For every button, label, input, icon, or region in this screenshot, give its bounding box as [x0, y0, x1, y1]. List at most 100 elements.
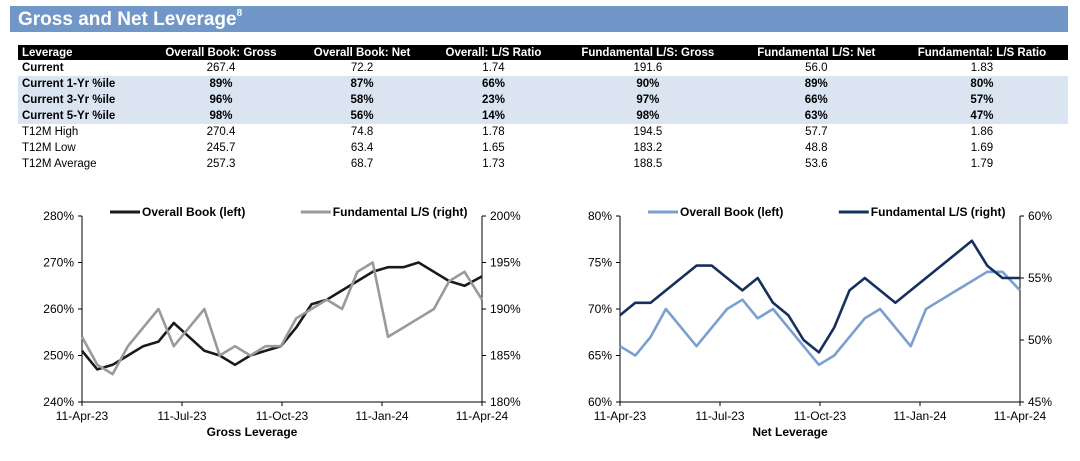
table-cell: 97%: [558, 92, 737, 108]
table-cell: 191.6: [633, 62, 663, 74]
x-tick-label: 11-Jan-24: [893, 409, 946, 423]
table-cell: 63%: [736, 108, 896, 124]
series-line-1: [619, 239, 1020, 354]
table-cell: 245.7: [206, 142, 236, 154]
table-cell: 1.74: [482, 62, 505, 74]
table-cell: 74.8: [350, 126, 374, 138]
table-row: T12M High 270.4 74.8 1.78 194.5 57.7 1.86: [18, 124, 1068, 140]
table-row: Current 1-Yr %ile 89% 87% 66% 90% 89% 80%: [18, 76, 1068, 92]
table-body: Current 267.4 72.2 1.74 191.6 56.0 1.83 Current…: [18, 60, 1068, 172]
right-tick-label: 180%: [490, 395, 521, 409]
right-tick-label: 55%: [1028, 271, 1052, 285]
table-cell: 48.8: [805, 142, 828, 154]
series-line-1: [80, 261, 484, 376]
table-row: Current 5-Yr %ile 98% 56% 14% 98% 63% 47%: [18, 108, 1068, 124]
table-row: Current 3-Yr %ile 96% 58% 23% 97% 66% 57%: [18, 92, 1068, 108]
table-header-cell: Overall Book: Net: [296, 45, 428, 60]
table-cell: 66%: [736, 92, 896, 108]
table-cell: 1.78: [482, 126, 505, 138]
x-tick-label: 11-Apr-24: [994, 409, 1047, 423]
table-cell: 14%: [427, 108, 559, 124]
table-cell: 72.2: [350, 62, 374, 74]
left-tick-label: 65%: [588, 349, 612, 363]
legend-label: Fundamental L/S (right): [871, 205, 1006, 219]
table-header-cell: Overall Book: Gross: [145, 45, 297, 60]
x-tick-label: 11-Jul-23: [695, 409, 744, 423]
right-tick-label: 195%: [490, 256, 521, 270]
x-tick-label: 11-Oct-23: [794, 409, 847, 423]
table-cell: 194.5: [633, 126, 663, 138]
legend-label: Overall Book (left): [142, 205, 245, 219]
table-cell: 270.4: [206, 126, 236, 138]
left-tick-label: 240%: [43, 395, 74, 409]
legend-label: Fundamental L/S (right): [333, 205, 468, 219]
table-cell: 1.69: [970, 142, 994, 154]
table-header-cell: Fundamental L/S: Gross: [558, 45, 737, 60]
table-cell: 80%: [895, 76, 1068, 92]
left-tick-label: 80%: [588, 209, 612, 223]
right-tick-label: 200%: [490, 209, 521, 223]
table-header-cell: Overall: L/S Ratio: [427, 45, 559, 60]
x-tick-label: 11-Apr-24: [456, 409, 509, 423]
table-cell: 53.6: [805, 158, 828, 170]
table-cell: 57%: [895, 92, 1068, 108]
right-tick-label: 50%: [1028, 333, 1052, 347]
table-cell: 1.86: [970, 126, 994, 138]
left-tick-label: 280%: [43, 209, 74, 223]
left-tick-label: 250%: [43, 349, 74, 363]
table-cell: 98%: [558, 108, 737, 124]
table-header-row: Leverage Overall Book: Gross Overall Book:…: [18, 45, 1068, 60]
table-cell: 90%: [558, 76, 737, 92]
table-cell: 66%: [427, 76, 559, 92]
table-cell: 87%: [296, 76, 428, 92]
gross-leverage-chart: 240% 250% 260% 270% 280% 180% 185% 190% 195% 200%…: [43, 205, 521, 439]
row-label: Current 5-Yr %ile: [18, 108, 146, 124]
right-tick-label: 60%: [1028, 209, 1052, 223]
table-cell: 257.3: [206, 158, 236, 170]
row-label: Current 1-Yr %ile: [18, 76, 146, 92]
table-cell: 56.0: [805, 62, 828, 74]
row-label: T12M Average: [22, 158, 97, 170]
row-label: Current: [22, 62, 64, 74]
left-tick-label: 75%: [588, 256, 612, 270]
table-cell: 63.4: [350, 142, 374, 154]
table-cell: 1.65: [482, 142, 505, 154]
x-tick-label: 11-Apr-23: [594, 409, 647, 423]
left-tick-label: 260%: [43, 302, 74, 316]
table-header-cell: Fundamental: L/S Ratio: [895, 45, 1068, 60]
right-tick-label: 185%: [490, 349, 521, 363]
section-banner: Gross and Net Leverage8: [10, 6, 1068, 32]
row-label: T12M Low: [22, 142, 76, 154]
table-cell: 267.4: [206, 62, 236, 74]
left-tick-label: 70%: [588, 302, 612, 316]
row-label: Current 3-Yr %ile: [18, 92, 146, 108]
x-axis-label: Gross Leverage: [207, 425, 298, 439]
leverage-table: Leverage Overall Book: Gross Overall Book:…: [18, 45, 1068, 172]
table-header-cell: Leverage: [18, 45, 146, 60]
legend-label: Overall Book (left): [680, 205, 783, 219]
x-tick-label: 11-Oct-23: [256, 409, 309, 423]
table-cell: 1.73: [482, 158, 505, 170]
x-tick-label: 11-Apr-23: [56, 409, 109, 423]
right-tick-label: 45%: [1028, 395, 1052, 409]
table-row: Current 267.4 72.2 1.74 191.6 56.0 1.83: [18, 60, 1068, 76]
table-cell: 89%: [145, 76, 297, 92]
series-line-0: [619, 270, 1021, 367]
table-row: T12M Low 245.7 63.4 1.65 183.2 48.8 1.69: [18, 140, 1068, 156]
left-tick-label: 60%: [588, 395, 612, 409]
table-cell: 96%: [145, 92, 297, 108]
title-footnote: 8: [236, 7, 243, 19]
right-tick-label: 190%: [490, 302, 521, 316]
section-title: Gross and Net Leverage8: [18, 7, 243, 30]
table-cell: 1.83: [970, 62, 994, 74]
table-header-cell: Fundamental L/S: Net: [736, 45, 896, 60]
table-cell: 98%: [145, 108, 297, 124]
net-leverage-chart: 60%65%70%75%80%45%50%55%60%11-Apr-23 11-J…: [588, 205, 1052, 439]
table-cell: 56%: [296, 108, 428, 124]
table-cell: 58%: [296, 92, 428, 108]
table-cell: 47%: [895, 108, 1068, 124]
x-tick-label: 11-Jul-23: [157, 409, 206, 423]
table-cell: 68.7: [350, 158, 374, 170]
x-tick-label: 11-Jan-24: [355, 409, 408, 423]
table-cell: 183.2: [633, 142, 663, 154]
